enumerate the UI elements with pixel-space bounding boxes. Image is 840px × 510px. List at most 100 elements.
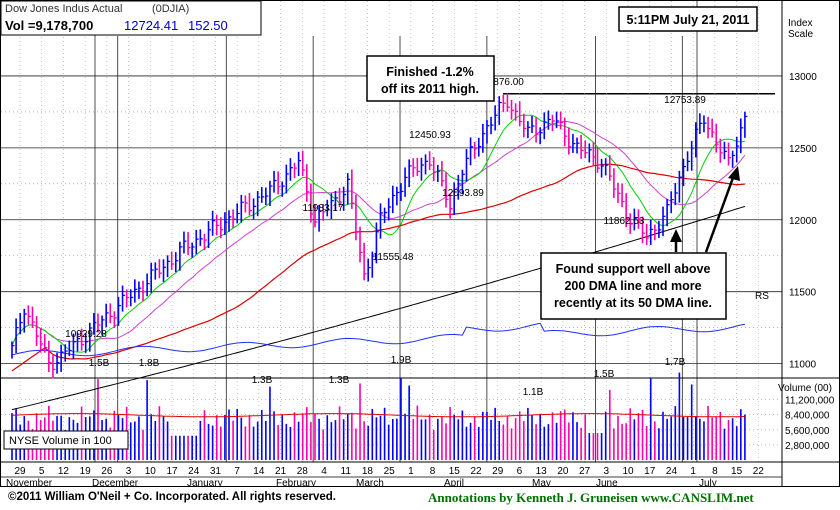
x-day-label: 1 <box>408 466 414 477</box>
price-annotation: 11862.53 <box>604 216 645 227</box>
x-day-label: 28 <box>297 466 309 477</box>
x-day-label: 10 <box>622 466 634 477</box>
price-tick-label: 11000 <box>789 360 817 371</box>
price-tick-label: 13000 <box>789 72 817 83</box>
x-day-label: 29 <box>14 466 26 477</box>
timestamp: 5:11PM July 21, 2011 <box>626 13 749 27</box>
x-day-label: 24 <box>188 466 200 477</box>
x-day-label: 1 <box>690 466 696 477</box>
x-day-label: 29 <box>492 466 504 477</box>
arrow-support-50dma <box>704 166 740 253</box>
x-month-label: July <box>699 478 717 489</box>
callout-box-1 <box>366 55 495 102</box>
volume-annotation: 1.9B <box>391 355 412 366</box>
price-annotation: 10929.28 <box>65 329 107 340</box>
callout-box-2 <box>540 252 727 320</box>
x-day-label: 25 <box>384 466 396 477</box>
x-month-label: June <box>596 478 618 489</box>
symbol-code: (0DJIA) <box>152 3 189 15</box>
x-day-label: 15 <box>731 466 743 477</box>
x-day-label: 7 <box>234 466 240 477</box>
x-day-label: 3 <box>126 466 132 477</box>
price-annotation: 12876.00 <box>482 77 524 88</box>
x-day-label: 3 <box>604 466 610 477</box>
x-day-label: 21 <box>275 466 287 477</box>
price-annotation: 12753.89 <box>664 95 706 106</box>
x-day-label: 14 <box>253 466 265 477</box>
ma21-line <box>11 120 746 346</box>
volume-annotation: 1.7B <box>665 357 686 368</box>
x-day-label: 12 <box>58 466 70 477</box>
x-month-label: April <box>444 478 464 489</box>
volume-tick-label: 5,600,000 <box>785 426 830 437</box>
x-day-label: 15 <box>449 466 461 477</box>
ma200-line <box>11 205 746 411</box>
x-day-label: 4 <box>321 466 327 477</box>
price-tick-label: 11500 <box>789 288 817 299</box>
price-annotation: 12093.89 <box>442 188 484 199</box>
volume-panel <box>11 372 746 460</box>
timestamp-box <box>618 6 758 32</box>
price-tick-label: 12500 <box>789 144 817 155</box>
callout-text-2: Found support well above 200 DMA line and… <box>554 262 712 310</box>
axis-labels: 11000 11500 12000 12500 13000 11,200,000 8,400… <box>6 72 835 489</box>
annotations: 10929.28 11983.17 11555.48 12450.93 12093.89… <box>65 77 706 398</box>
volume-annotation: 1.5B <box>89 358 110 369</box>
volume-tick-label: 8,400,000 <box>785 411 830 422</box>
rs-label: RS <box>755 291 769 302</box>
price-annotation: 11555.48 <box>373 252 414 263</box>
x-month-label: March <box>356 478 384 489</box>
volume-annotation: 1.3B <box>329 375 350 386</box>
x-day-label: 24 <box>666 466 678 477</box>
x-day-label: 6 <box>517 466 523 477</box>
x-month-label: November <box>6 478 53 489</box>
volume-annotation: 1.8B <box>139 358 160 369</box>
x-day-label: 8 <box>430 466 436 477</box>
x-day-label: 13 <box>536 466 548 477</box>
price-axis-title-2: Scale <box>788 29 813 40</box>
callout-text-1: Finished -1.2% off its 2011 high. <box>381 65 479 96</box>
x-day-label: 22 <box>470 466 482 477</box>
price-annotation: 11983.17 <box>303 203 344 214</box>
volume-axis-title: Volume (00) <box>778 383 832 394</box>
price-bars <box>11 93 748 379</box>
copyright-text: ©2011 William O'Neil + Co. Incorporated.… <box>8 491 336 503</box>
arrow-support-200dma <box>670 229 682 252</box>
volume-annotation: 1.1B <box>523 387 544 398</box>
x-day-label: 11 <box>341 466 352 477</box>
x-day-label: 31 <box>210 466 222 477</box>
x-day-label: 27 <box>579 466 591 477</box>
volume-tick-label: 2,800,000 <box>785 441 830 452</box>
x-day-label: 19 <box>80 466 92 477</box>
price-axis-title: Index <box>788 18 812 29</box>
symbol-label: Dow Jones Indus Actual <box>5 3 122 15</box>
volume-annotation: 1.3B <box>252 375 273 386</box>
x-day-label: 8 <box>712 466 718 477</box>
volume-legend-box <box>3 430 129 450</box>
x-month-label: February <box>276 478 316 489</box>
price-tick-label: 12000 <box>789 216 817 227</box>
x-day-label: 18 <box>362 466 374 477</box>
volume-average-line <box>11 413 745 418</box>
x-day-label: 10 <box>145 466 157 477</box>
x-day-label: 20 <box>557 466 569 477</box>
volume-legend-label: NYSE Volume in 100 <box>9 435 112 447</box>
moving-averages <box>11 114 746 411</box>
volume-tick-label: 11,200,000 <box>785 396 835 407</box>
rs-line <box>11 322 745 357</box>
x-month-label: May <box>532 478 551 489</box>
last-price: 12724.41 <box>124 18 178 33</box>
footer: ©2011 William O'Neil + Co. Incorporated.… <box>0 487 840 510</box>
price-annotation: 12450.93 <box>409 130 451 141</box>
x-month-label: January <box>187 478 223 489</box>
annotation-credit: Annotations by Kenneth J. Gruneisen www.… <box>428 490 754 505</box>
volume-annotation: 1.5B <box>594 369 615 380</box>
volume-readout: Vol =9,178,700 <box>5 18 93 33</box>
x-day-label: 5 <box>39 466 45 477</box>
x-day-label: 17 <box>644 466 656 477</box>
x-day-label: 26 <box>101 466 113 477</box>
x-day-label: 17 <box>166 466 178 477</box>
title-box <box>0 0 262 36</box>
price-change: 152.50 <box>188 18 228 33</box>
x-day-label: 22 <box>753 466 765 477</box>
